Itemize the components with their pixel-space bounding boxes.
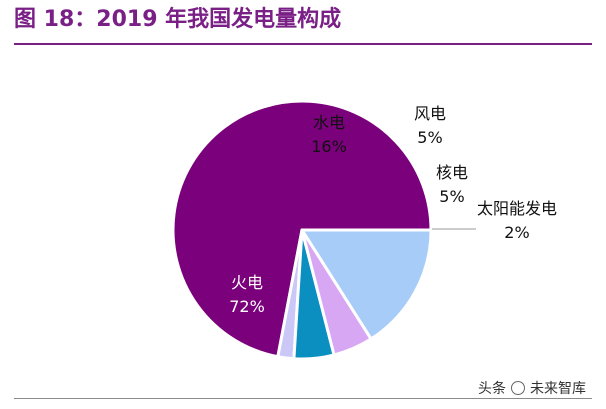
slice-label: 火电	[231, 273, 263, 292]
chart-title: 图 18：2019 年我国发电量构成	[14, 7, 342, 32]
slice-value-label: 2%	[504, 223, 529, 242]
watermark-name: 未来智库	[530, 381, 586, 397]
slice-label: 风电	[414, 104, 446, 123]
slice-label: 核电	[436, 163, 468, 182]
slice-value-label: 72%	[229, 297, 265, 316]
footer-divider	[14, 398, 592, 399]
watermark-icon	[511, 381, 525, 395]
slice-label: 水电	[313, 113, 345, 132]
slice-value-label: 5%	[417, 128, 442, 147]
slice-label: 太阳能发电	[477, 199, 557, 218]
watermark: 头条 未来智库	[478, 376, 586, 400]
slice-value-label: 5%	[439, 187, 464, 206]
pie-slice	[300, 228, 433, 341]
title-divider	[14, 43, 592, 45]
slice-value-label: 16%	[311, 137, 347, 156]
watermark-label: 头条	[478, 381, 506, 397]
